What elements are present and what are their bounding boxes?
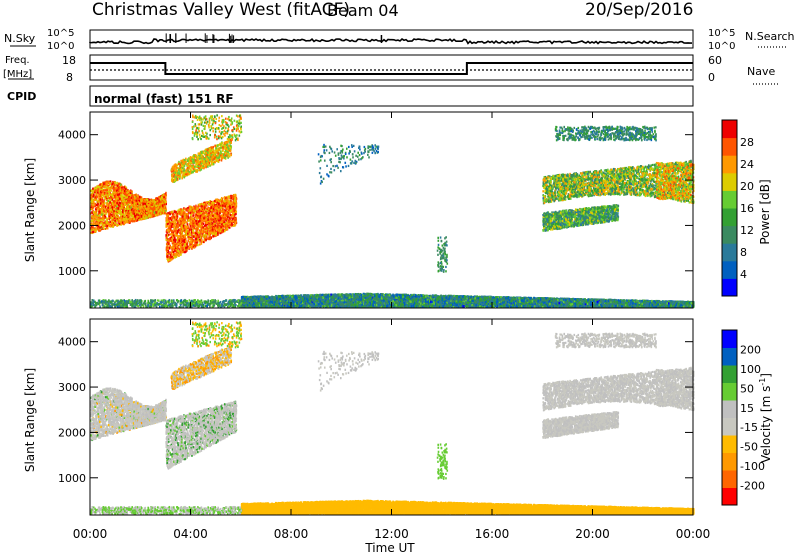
cpid-mode: normal (fast) 151 RF <box>94 92 234 106</box>
cpid-panel: CPID normal (fast) 151 RF <box>7 86 693 106</box>
mhz-label: [MHz] <box>3 69 32 80</box>
noise-left-tick-bottom: 10^0 <box>47 41 74 52</box>
noise-right-tick-bottom: 10^0 <box>708 41 735 52</box>
nave-right-tick-bottom: 0 <box>708 71 715 84</box>
freq-left-tick-bottom: 8 <box>66 71 73 84</box>
noise-sky-trace <box>90 33 692 43</box>
station-title: Christmas Valley West (fitACF) <box>92 0 350 20</box>
power-scatter <box>90 114 695 308</box>
nave-right-tick-top: 60 <box>708 54 722 67</box>
frequency-panel: Freq. [MHz] 18 8 60 0 Nave <box>3 54 779 84</box>
nsearch-label: N.Search <box>745 30 795 43</box>
nave-label: Nave <box>747 65 775 78</box>
radar-summary-plot: Christmas Valley West (fitACF) Beam 04 2… <box>0 0 800 554</box>
freq-label: Freq. <box>5 55 30 66</box>
noise-panel: N.Sky 10^5 10^0 10^5 10^0 N.Search <box>4 28 795 52</box>
frequency-trace <box>90 63 693 74</box>
date-label: 20/Sep/2016 <box>585 0 693 20</box>
cpid-label: CPID <box>7 90 36 103</box>
beam-label: Beam 04 <box>327 1 399 20</box>
freq-left-tick-top: 18 <box>62 54 76 67</box>
noise-right-tick-top: 10^5 <box>708 28 735 39</box>
noise-left-tick-top: 10^5 <box>47 28 74 39</box>
nsky-label: N.Sky <box>4 32 36 45</box>
